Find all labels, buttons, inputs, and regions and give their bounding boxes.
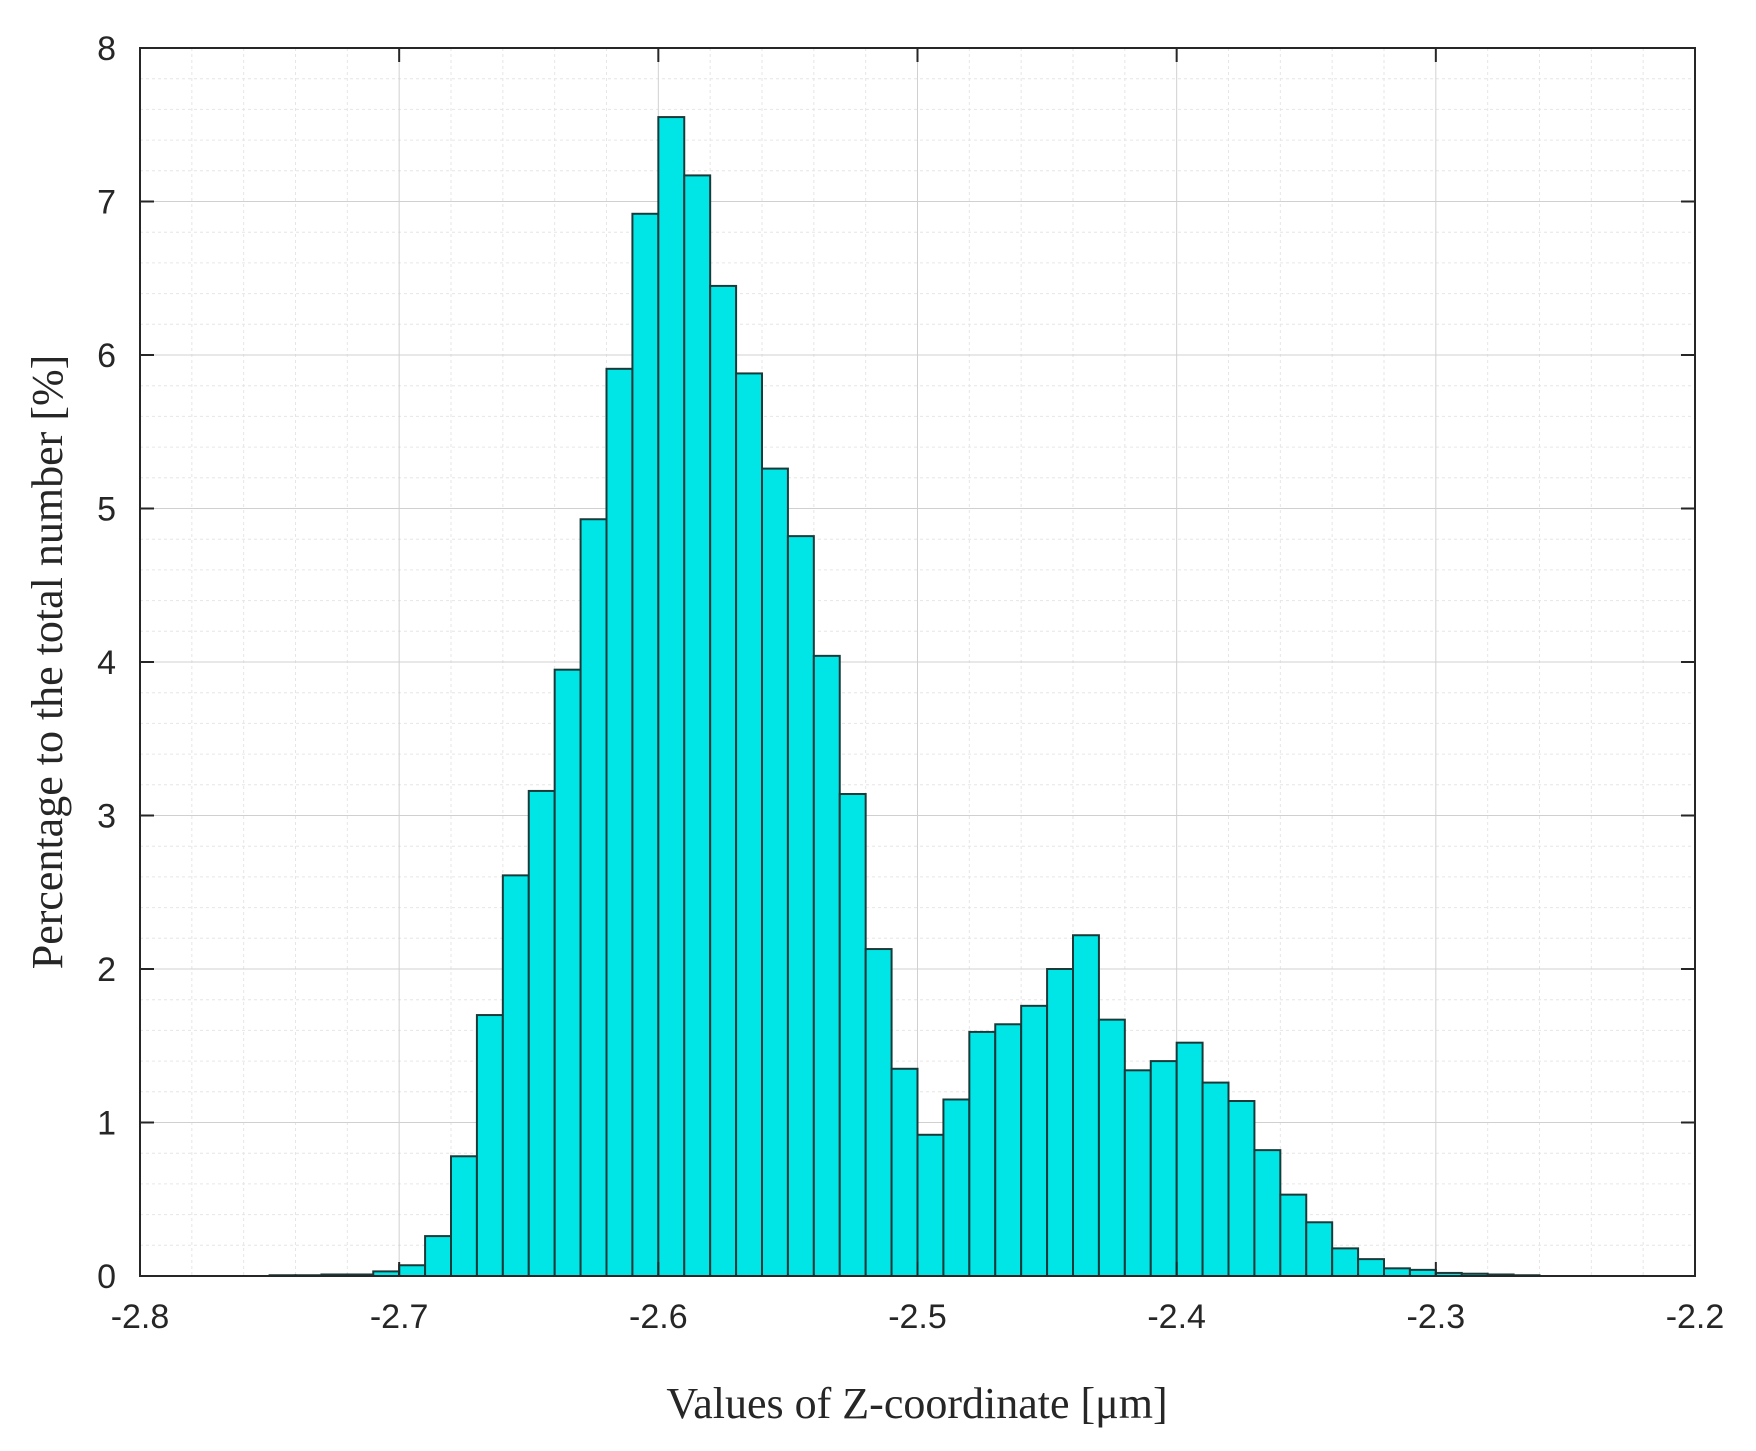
histogram-bar: [735, 372, 763, 1278]
y-axis-tick-labels: 0 1 2 3 4 5 6 7 8: [97, 30, 116, 1296]
histogram-bar: [1279, 1193, 1308, 1278]
y-axis-title: Percentage to the total number [%]: [23, 355, 72, 970]
histogram-bar: [683, 174, 712, 1277]
x-tick-label: -2.8: [111, 1298, 170, 1336]
histogram-bar: [1201, 1081, 1230, 1277]
y-tick-label: 7: [97, 184, 116, 222]
y-tick-label: 0: [97, 1258, 116, 1296]
x-axis-tick-labels: -2.8 -2.7 -2.6 -2.5 -2.4 -2.3 -2.2: [111, 1298, 1725, 1336]
y-tick-label: 1: [97, 1105, 116, 1143]
histogram-bar: [1046, 968, 1075, 1277]
histogram-bar: [605, 367, 634, 1277]
histogram-bar: [1331, 1247, 1360, 1277]
y-tick-label: 6: [97, 337, 116, 375]
histogram-bar: [1253, 1149, 1282, 1278]
histogram-bar: [812, 654, 841, 1277]
histogram-bar: [786, 535, 815, 1277]
histogram-bar: [1227, 1100, 1256, 1278]
histogram-bar: [657, 116, 686, 1278]
y-tick-label: 4: [97, 644, 116, 682]
histogram-bar: [761, 467, 789, 1277]
axis-ticks: [139, 47, 1696, 1277]
x-tick-label: -2.7: [370, 1298, 429, 1336]
histogram-bar: [890, 1067, 919, 1278]
histogram-bar: [709, 284, 738, 1277]
histogram-bar: [838, 793, 867, 1277]
histogram-bar: [994, 1023, 1023, 1278]
y-tick-label: 3: [97, 798, 116, 836]
histogram-bar: [1097, 1018, 1126, 1278]
histogram-bar: [1175, 1041, 1204, 1278]
histogram-bar: [1383, 1267, 1411, 1277]
histogram-bar: [1123, 1069, 1152, 1278]
histogram-bar: [1149, 1060, 1178, 1277]
x-tick-label: -2.4: [1147, 1298, 1206, 1336]
x-tick-label: -2.2: [1666, 1298, 1725, 1336]
histogram-bar: [968, 1030, 997, 1278]
histogram-bar: [916, 1133, 945, 1278]
histogram-bar: [553, 668, 582, 1277]
x-tick-label: -2.5: [888, 1298, 947, 1336]
x-tick-label: -2.3: [1407, 1298, 1466, 1336]
histogram-bar: [1305, 1221, 1334, 1278]
histogram-bar: [398, 1264, 427, 1278]
histogram-bar: [501, 874, 530, 1277]
histogram-bar: [1072, 934, 1100, 1277]
x-axis-title: Values of Z-coordinate [μm]: [666, 1379, 1167, 1428]
y-tick-label: 8: [97, 30, 116, 68]
y-tick-label: 2: [97, 951, 116, 989]
histogram-bar: [1020, 1004, 1049, 1278]
x-tick-label: -2.6: [629, 1298, 688, 1336]
histogram-bar: [942, 1098, 971, 1277]
histogram-bar: [579, 518, 608, 1277]
y-tick-label: 5: [97, 491, 116, 529]
histogram-bar: [424, 1235, 453, 1277]
histogram-bar: [527, 789, 556, 1277]
histogram-bar: [450, 1155, 478, 1278]
histogram-bar: [475, 1014, 504, 1277]
histogram-bar: [631, 212, 660, 1277]
histogram-bar: [1357, 1258, 1386, 1277]
histogram-bar: [864, 948, 893, 1277]
